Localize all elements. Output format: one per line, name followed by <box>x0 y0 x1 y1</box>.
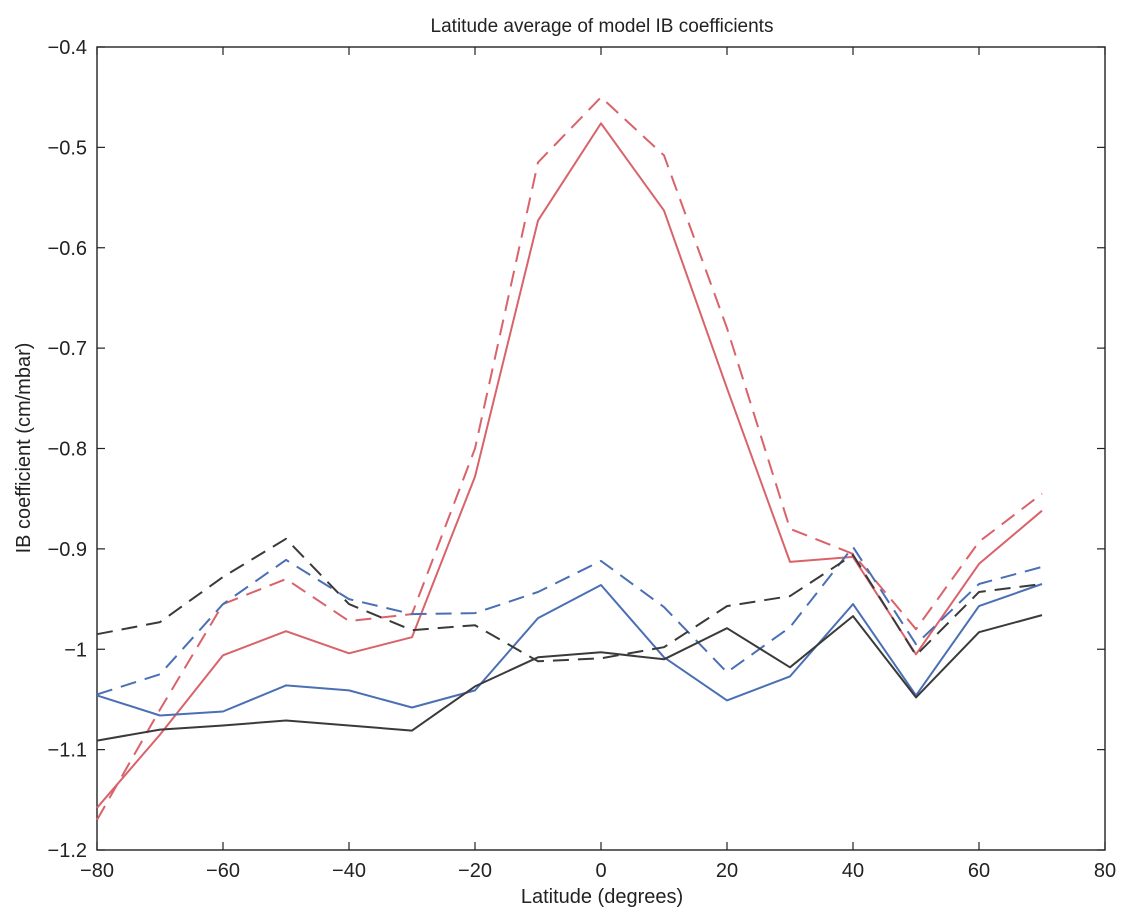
series-line-5 <box>96 614 1043 742</box>
series-line-6 <box>96 537 1043 663</box>
axis-ticks: −80 −60 −40 −20 0 20 40 60 80 −0.4 −0.5 −0.6 −0.7 −0.… <box>48 37 1117 882</box>
x-tick-label: 0 <box>595 860 606 882</box>
series-line-2 <box>96 96 1043 821</box>
x-tick-label: 60 <box>968 860 990 882</box>
y-axis-title: IB coefficient (cm/mbar) <box>13 343 35 554</box>
series-lines <box>96 96 1043 821</box>
y-tick-label: −0.7 <box>48 338 87 360</box>
y-tick-label: −1.2 <box>48 840 87 862</box>
y-tick-label: −0.6 <box>48 238 87 260</box>
plot-area <box>96 46 1106 851</box>
x-tick-label: 20 <box>716 860 738 882</box>
y-tick-label: −0.9 <box>48 539 87 561</box>
y-tick-label: −1.1 <box>48 740 87 762</box>
chart-title: Latitude average of model IB coefficient… <box>431 16 774 37</box>
x-tick-label: −60 <box>206 860 240 882</box>
y-tick-label: −0.8 <box>48 439 87 461</box>
y-tick-label: −0.4 <box>48 37 87 59</box>
series-line-4 <box>96 545 1043 696</box>
x-tick-label: −20 <box>458 860 492 882</box>
x-tick-label: −80 <box>80 860 114 882</box>
y-tick-label: −1 <box>64 639 87 661</box>
x-tick-label: 40 <box>842 860 864 882</box>
y-tick-label: −0.5 <box>48 137 87 159</box>
series-line-3 <box>96 583 1043 717</box>
x-axis-title: Latitude (degrees) <box>521 886 683 908</box>
x-tick-label: −40 <box>332 860 366 882</box>
x-tick-label: 80 <box>1094 860 1116 882</box>
